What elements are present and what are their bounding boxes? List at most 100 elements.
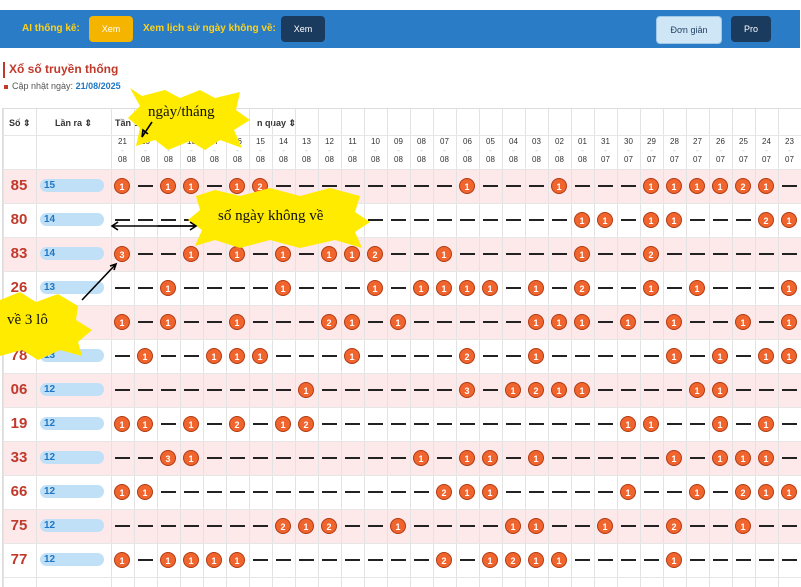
lottery-number[interactable]: 75 (10, 517, 28, 534)
pro-mode-button[interactable]: Pro (731, 16, 771, 42)
hit-count-badge[interactable]: 1 (390, 314, 406, 330)
hit-count-badge[interactable]: 1 (160, 178, 176, 194)
hit-count-badge[interactable]: 1 (390, 518, 406, 534)
hit-count-badge[interactable]: 1 (781, 314, 797, 330)
hit-count-badge[interactable]: 2 (252, 178, 268, 194)
hit-count-badge[interactable]: 1 (574, 382, 590, 398)
hit-count-badge[interactable]: 1 (528, 280, 544, 296)
lottery-number[interactable]: 85 (10, 177, 28, 194)
hit-count-badge[interactable]: 1 (275, 416, 291, 432)
hit-count-badge[interactable]: 1 (114, 416, 130, 432)
hit-count-badge[interactable]: 2 (229, 416, 245, 432)
lottery-number[interactable]: 80 (10, 211, 28, 228)
hit-count-badge[interactable]: 1 (620, 314, 636, 330)
hit-count-badge[interactable]: 1 (206, 552, 222, 568)
hit-count-badge[interactable]: 1 (183, 450, 199, 466)
hit-count-badge[interactable]: 2 (574, 280, 590, 296)
hit-count-badge[interactable]: 1 (137, 416, 153, 432)
hit-count-badge[interactable]: 1 (482, 552, 498, 568)
hit-count-badge[interactable]: 1 (436, 246, 452, 262)
hit-count-badge[interactable]: 1 (643, 212, 659, 228)
lottery-number[interactable]: 83 (10, 245, 28, 262)
simple-mode-button[interactable]: Đơn giản (656, 16, 722, 44)
hit-count-badge[interactable]: 1 (275, 246, 291, 262)
hit-count-badge[interactable]: 1 (160, 314, 176, 330)
hit-count-badge[interactable]: 1 (229, 348, 245, 364)
lottery-number[interactable]: 06 (10, 381, 28, 398)
hit-count-badge[interactable]: 1 (344, 348, 360, 364)
hit-count-badge[interactable]: 1 (643, 178, 659, 194)
hit-count-badge[interactable]: 1 (160, 280, 176, 296)
hit-count-badge[interactable]: 1 (781, 348, 797, 364)
hit-count-badge[interactable]: 1 (528, 314, 544, 330)
lottery-number[interactable]: 66 (10, 483, 28, 500)
hit-count-badge[interactable]: 1 (252, 348, 268, 364)
hit-count-badge[interactable]: 1 (160, 552, 176, 568)
hit-count-badge[interactable]: 1 (436, 280, 452, 296)
hit-count-badge[interactable]: 2 (735, 178, 751, 194)
hit-count-badge[interactable]: 1 (459, 484, 475, 500)
hit-count-badge[interactable]: 1 (758, 450, 774, 466)
hit-count-badge[interactable]: 1 (367, 280, 383, 296)
hit-count-badge[interactable]: 2 (528, 382, 544, 398)
hit-count-badge[interactable]: 1 (689, 280, 705, 296)
hit-count-badge[interactable]: 1 (459, 280, 475, 296)
hit-count-badge[interactable]: 1 (620, 416, 636, 432)
lottery-number[interactable]: 78 (10, 347, 28, 364)
hit-count-badge[interactable]: 2 (321, 518, 337, 534)
hit-count-badge[interactable]: 2 (367, 246, 383, 262)
hit-count-badge[interactable]: 1 (183, 552, 199, 568)
hit-count-badge[interactable]: 1 (574, 212, 590, 228)
hit-count-badge[interactable]: 1 (413, 280, 429, 296)
hit-count-badge[interactable]: 1 (505, 518, 521, 534)
hit-count-badge[interactable]: 1 (758, 416, 774, 432)
hit-count-badge[interactable]: 2 (459, 348, 475, 364)
hit-count-badge[interactable]: 1 (344, 246, 360, 262)
hit-count-badge[interactable]: 2 (666, 518, 682, 534)
history-view-button[interactable]: Xem (281, 16, 325, 42)
hit-count-badge[interactable]: 1 (574, 246, 590, 262)
hit-count-badge[interactable]: 1 (597, 212, 613, 228)
hit-count-badge[interactable]: 1 (712, 348, 728, 364)
hit-count-badge[interactable]: 1 (712, 416, 728, 432)
hit-count-badge[interactable]: 3 (160, 450, 176, 466)
hit-count-badge[interactable]: 1 (459, 178, 475, 194)
hit-count-badge[interactable]: 1 (229, 314, 245, 330)
hit-count-badge[interactable]: 1 (114, 314, 130, 330)
hit-count-badge[interactable]: 2 (758, 212, 774, 228)
hit-count-badge[interactable]: 1 (551, 382, 567, 398)
hit-count-badge[interactable]: 1 (781, 280, 797, 296)
header-so[interactable]: Số ⇕ (9, 118, 31, 128)
hit-count-badge[interactable]: 1 (344, 314, 360, 330)
hit-count-badge[interactable]: 1 (114, 484, 130, 500)
hit-count-badge[interactable]: 1 (620, 484, 636, 500)
hit-count-badge[interactable]: 1 (666, 450, 682, 466)
hit-count-badge[interactable]: 1 (321, 246, 337, 262)
hit-count-badge[interactable]: 1 (712, 382, 728, 398)
hit-count-badge[interactable]: 3 (114, 246, 130, 262)
hit-count-badge[interactable]: 1 (643, 416, 659, 432)
hit-count-badge[interactable]: 1 (689, 382, 705, 398)
ai-stats-view-button[interactable]: Xem (89, 16, 133, 42)
header-ngay-quay[interactable]: n quay ⇕ (257, 118, 297, 128)
hit-count-badge[interactable]: 1 (482, 484, 498, 500)
hit-count-badge[interactable]: 2 (298, 416, 314, 432)
hit-count-badge[interactable]: 1 (781, 212, 797, 228)
hit-count-badge[interactable]: 1 (689, 484, 705, 500)
hit-count-badge[interactable]: 1 (528, 552, 544, 568)
hit-count-badge[interactable]: 2 (735, 484, 751, 500)
lottery-number[interactable]: 26 (10, 279, 28, 296)
hit-count-badge[interactable]: 2 (643, 246, 659, 262)
hit-count-badge[interactable]: 1 (114, 552, 130, 568)
hit-count-badge[interactable]: 1 (666, 348, 682, 364)
hit-count-badge[interactable]: 1 (482, 450, 498, 466)
hit-count-badge[interactable]: 1 (735, 450, 751, 466)
lottery-number[interactable]: 19 (10, 415, 28, 432)
hit-count-badge[interactable]: 1 (758, 484, 774, 500)
hit-count-badge[interactable]: 1 (781, 484, 797, 500)
hit-count-badge[interactable]: 1 (137, 348, 153, 364)
hit-count-badge[interactable]: 1 (413, 450, 429, 466)
hit-count-badge[interactable]: 2 (321, 314, 337, 330)
header-lan-ra[interactable]: Lần ra ⇕ (55, 118, 93, 128)
hit-count-badge[interactable]: 1 (459, 450, 475, 466)
